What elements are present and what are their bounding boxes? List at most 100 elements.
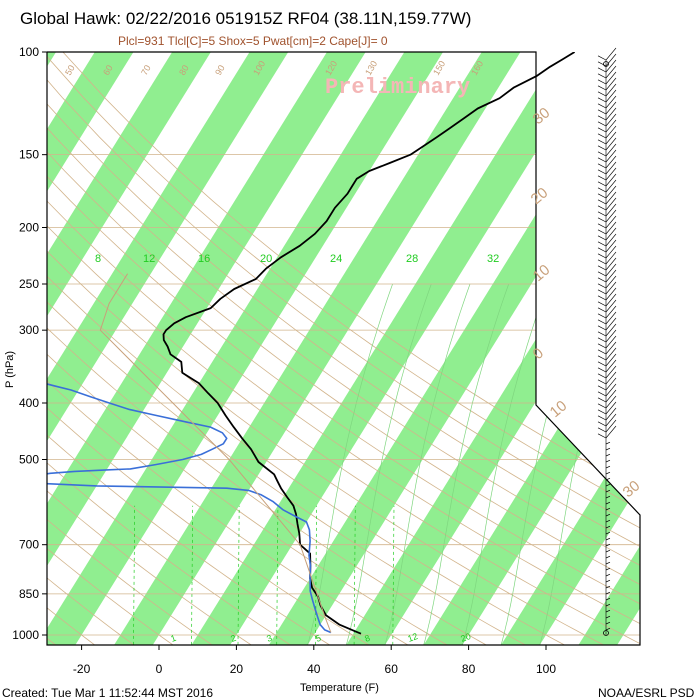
dry-adiabat [47, 301, 526, 645]
temperature-band [47, 52, 134, 192]
wind-barb [605, 603, 611, 607]
mixing-ratio-label: 12 [406, 631, 419, 644]
y-tick-label: 250 [19, 277, 39, 291]
isotherm-label-top: 16 [198, 253, 210, 265]
chart-subtitle: Plcl=931 Tlcl[C]=5 Shox=5 Pwat[cm]=2 Cap… [118, 34, 388, 48]
isotherm-label-top: 28 [406, 253, 418, 265]
wind-barb-feather [605, 401, 617, 415]
axes: -20 0 20 40 60 80 1001001502002503004005007008… [12, 45, 556, 676]
wind-barb [597, 289, 607, 295]
wind-barb [597, 235, 607, 241]
wind-barb-feather [605, 413, 617, 427]
wind-barb [597, 133, 607, 139]
wind-barb [597, 403, 607, 409]
wind-barb [597, 331, 607, 337]
wind-barb [597, 85, 607, 91]
dry-adiabat [47, 79, 643, 530]
wind-barb-feather [605, 185, 617, 199]
wind-barb-feather [605, 251, 617, 265]
wind-barb-feather [605, 395, 617, 409]
wind-barb [597, 229, 607, 235]
wind-barb [605, 525, 611, 529]
y-tick-label: 850 [19, 587, 39, 601]
y-tick-label: 100 [19, 45, 39, 59]
watermark-text: Preliminary [325, 75, 470, 100]
dry-adiabat-label: 70 [139, 63, 153, 77]
dry-adiabat [47, 275, 565, 645]
wind-barb-feather [605, 311, 617, 325]
mixing-ratio-line [133, 505, 136, 645]
isotherm-label-top: 12 [143, 253, 155, 265]
dry-adiabat-label: 90 [213, 63, 227, 77]
x-tick-label: 60 [385, 662, 399, 676]
wind-barb [597, 373, 607, 379]
temperature-trace [162, 52, 576, 635]
mixing-ratio-line [315, 505, 317, 645]
wind-barb-feather [605, 131, 617, 145]
wind-barb-feather [605, 77, 617, 91]
wind-barb [605, 447, 611, 451]
calm-wind-circle [603, 61, 609, 67]
dry-adiabat [0, 52, 16, 645]
wind-barb-feather [605, 125, 617, 139]
x-axis-label: Temperature (F) [300, 682, 379, 694]
wind-barbs [597, 47, 617, 636]
dry-adiabat [47, 462, 291, 645]
wind-barb-feather [605, 425, 617, 439]
wind-barb-feather [605, 71, 617, 85]
parcel-trace [99, 273, 332, 633]
wind-barb [597, 61, 607, 67]
wind-barb-feather [605, 353, 617, 367]
y-tick-label: 200 [19, 221, 39, 235]
wind-barb-feather [605, 335, 617, 349]
wind-barb [597, 223, 607, 229]
isotherm-label-top: 24 [330, 253, 342, 265]
plot-frame [46, 51, 641, 646]
moist-adiabat [423, 283, 510, 645]
wind-barb [597, 313, 607, 319]
wind-barb [597, 391, 607, 397]
wind-barb [597, 151, 607, 157]
moist-adiabat [462, 283, 548, 645]
wind-barb-feather [605, 113, 617, 127]
temperature-band [47, 52, 444, 645]
wind-barb [605, 597, 611, 601]
wind-column-mask [536, 52, 700, 700]
x-tick-label: 40 [307, 662, 321, 676]
wind-barb-feather [605, 347, 617, 361]
dry-adiabat [47, 353, 448, 645]
wind-barb [597, 73, 607, 79]
wind-barb [597, 217, 607, 223]
wind-barb [605, 615, 611, 619]
wind-barb [605, 555, 611, 559]
wind-barb [597, 181, 607, 187]
wind-barb-feather [605, 389, 617, 403]
wind-barb [605, 477, 611, 481]
wind-barb [605, 585, 611, 589]
mixing-ratio-line [353, 505, 356, 645]
wind-barb [597, 205, 607, 211]
wind-barb-feather [605, 155, 617, 169]
wind-barb [597, 193, 607, 199]
y-tick-label: 400 [19, 396, 39, 410]
wind-barb [605, 537, 611, 541]
wind-barb [597, 409, 607, 415]
wind-barb-feather [605, 137, 617, 151]
wind-barb [597, 55, 607, 61]
dry-adiabat [47, 490, 252, 645]
wind-barb [605, 501, 611, 505]
dry-adiabat [47, 250, 604, 645]
wind-barb-feather [605, 179, 617, 193]
wind-barb [597, 295, 607, 301]
wind-barb-feather [605, 317, 617, 331]
x-tick-label: 20 [230, 662, 244, 676]
wind-barb [597, 259, 607, 265]
wind-barb [597, 121, 607, 127]
wind-barb-feather [605, 173, 617, 187]
temperature-band [47, 52, 289, 442]
isotherm-label-top: 32 [487, 253, 499, 265]
x-tick-label: 100 [536, 662, 556, 676]
wind-barb [597, 271, 607, 277]
wind-barb-feather [605, 323, 617, 337]
